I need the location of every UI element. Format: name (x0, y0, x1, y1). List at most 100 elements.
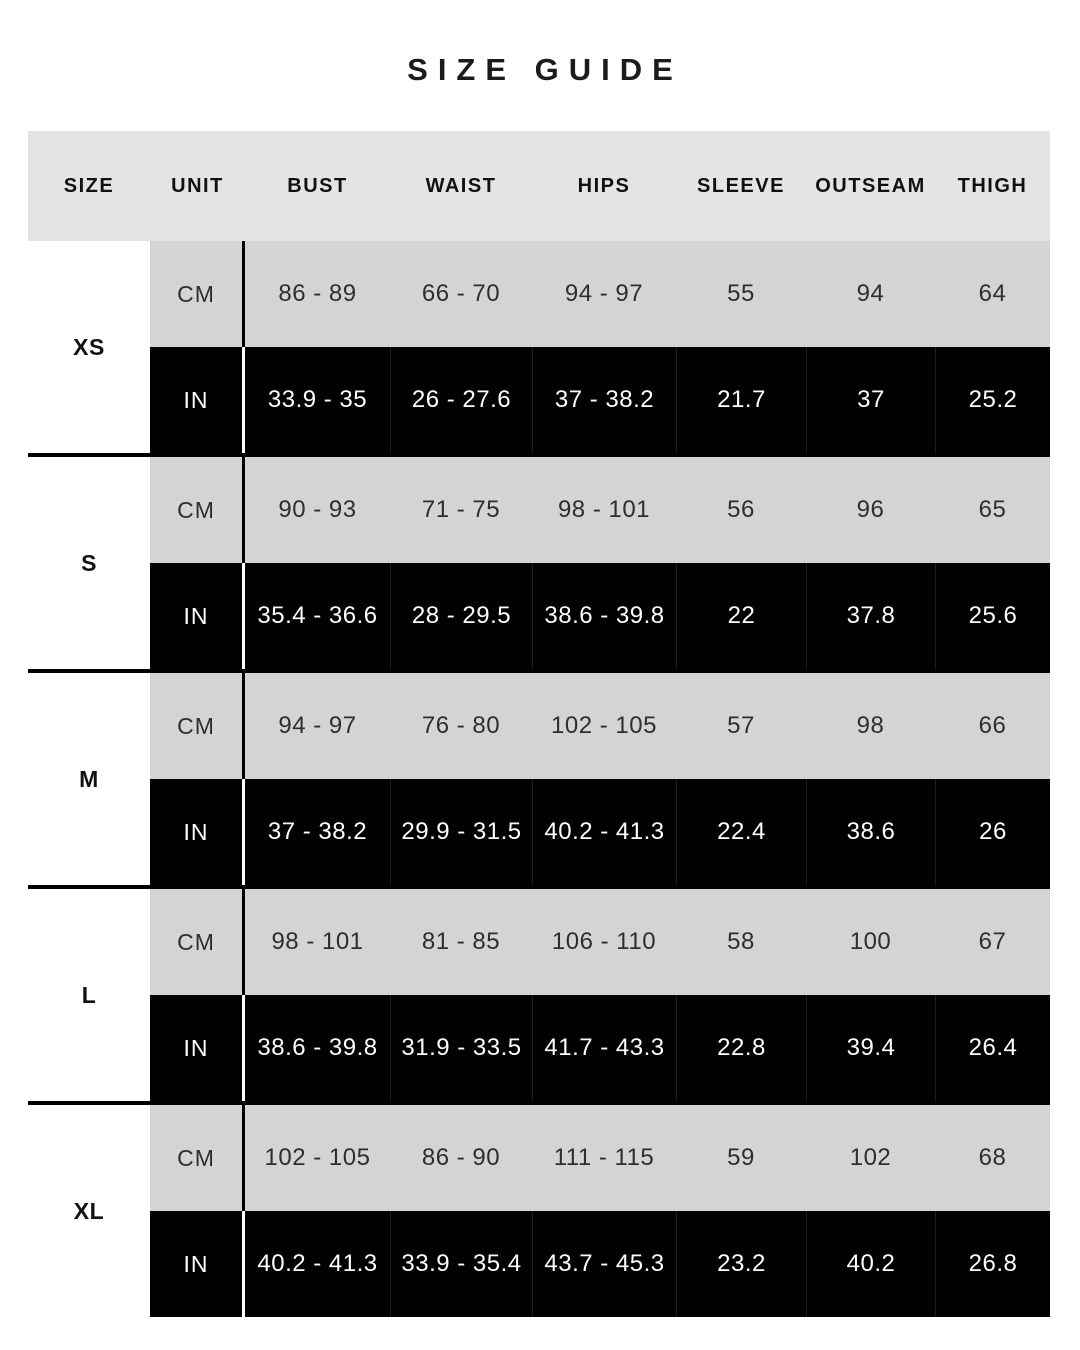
value-bust: 86 - 89 (278, 280, 357, 307)
unit-label-cm: CM (150, 241, 245, 347)
size-group-m: M CM 94 - 97 76 - 80 102 - 105 57 98 66 … (28, 673, 1050, 889)
unit-label-in: IN (150, 347, 245, 453)
value-thigh: 65 (978, 496, 1007, 523)
value-hips: 94 - 97 (564, 280, 644, 307)
value-thigh: 26.8 (935, 1211, 1050, 1317)
size-group-s: S CM 90 - 93 71 - 75 98 - 101 56 96 65 I… (28, 457, 1050, 673)
value-outseam: 39.4 (806, 995, 935, 1101)
header-waist: WAIST (425, 174, 497, 197)
value-outseam: 102 (849, 1144, 892, 1171)
value-thigh: 25.2 (935, 347, 1050, 453)
value-bust: 37 - 38.2 (267, 818, 368, 845)
value-bust: 38.6 - 39.8 (257, 1034, 378, 1061)
header-size: SIZE (63, 174, 115, 197)
value-hips: 40.2 - 41.3 (532, 779, 676, 885)
value-waist: 76 - 80 (421, 712, 501, 739)
value-sleeve: 22.8 (676, 995, 806, 1101)
value-outseam: 96 (856, 496, 885, 523)
value-waist: 66 - 70 (421, 280, 501, 307)
unit-label-in: IN (150, 995, 245, 1101)
value-sleeve: 21.7 (676, 347, 806, 453)
value-hips: 41.7 - 43.3 (532, 995, 676, 1101)
cm-row: CM 90 - 93 71 - 75 98 - 101 56 96 65 (150, 457, 1050, 563)
size-guide-table: SIZE UNIT BUST WAIST HIPS SLEEVE OUTSEAM… (28, 131, 1050, 1317)
value-waist: 81 - 85 (421, 928, 501, 955)
value-sleeve: 23.2 (676, 1211, 806, 1317)
size-label: M (28, 673, 150, 885)
value-outseam: 94 (856, 280, 885, 307)
value-waist: 86 - 90 (421, 1144, 501, 1171)
value-thigh: 66 (978, 712, 1007, 739)
unit-label-in: IN (150, 1211, 245, 1317)
unit-label-cm: CM (150, 457, 245, 563)
value-bust: 94 - 97 (278, 712, 357, 739)
cm-row: CM 98 - 101 81 - 85 106 - 110 58 100 67 (150, 889, 1050, 995)
value-outseam: 100 (849, 928, 892, 955)
value-sleeve: 57 (727, 712, 755, 739)
value-outseam: 37 (806, 347, 935, 453)
size-label: XL (28, 1105, 150, 1317)
in-row: IN 33.9 - 35 26 - 27.6 37 - 38.2 21.7 37… (150, 347, 1050, 453)
value-waist: 29.9 - 31.5 (390, 779, 532, 885)
value-thigh: 26 (935, 779, 1050, 885)
value-sleeve: 55 (727, 280, 755, 307)
header-hips: HIPS (577, 174, 631, 197)
value-thigh: 68 (978, 1144, 1007, 1171)
unit-label-cm: CM (150, 673, 245, 779)
value-bust: 35.4 - 36.6 (257, 602, 378, 629)
page-title: SIZE GUIDE (407, 52, 683, 87)
size-group-l: L CM 98 - 101 81 - 85 106 - 110 58 100 6… (28, 889, 1050, 1105)
value-thigh: 67 (978, 928, 1007, 955)
value-waist: 31.9 - 33.5 (390, 995, 532, 1101)
value-sleeve: 22.4 (676, 779, 806, 885)
value-sleeve: 58 (727, 928, 755, 955)
value-hips: 43.7 - 45.3 (532, 1211, 676, 1317)
value-hips: 98 - 101 (557, 496, 651, 523)
header-bust: BUST (287, 174, 348, 197)
value-hips: 106 - 110 (551, 928, 657, 955)
cm-row: CM 94 - 97 76 - 80 102 - 105 57 98 66 (150, 673, 1050, 779)
value-waist: 71 - 75 (421, 496, 501, 523)
in-row: IN 35.4 - 36.6 28 - 29.5 38.6 - 39.8 22 … (150, 563, 1050, 669)
header-unit: UNIT (171, 174, 224, 197)
unit-label-in: IN (150, 779, 245, 885)
size-group-xs: XS CM 86 - 89 66 - 70 94 - 97 55 94 64 I… (28, 241, 1050, 457)
value-bust: 33.9 - 35 (267, 386, 368, 413)
in-row: IN 40.2 - 41.3 33.9 - 35.4 43.7 - 45.3 2… (150, 1211, 1050, 1317)
value-waist: 33.9 - 35.4 (390, 1211, 532, 1317)
value-hips: 111 - 115 (553, 1144, 655, 1171)
value-outseam: 38.6 (806, 779, 935, 885)
value-sleeve: 59 (727, 1144, 755, 1171)
cm-row: CM 102 - 105 86 - 90 111 - 115 59 102 68 (150, 1105, 1050, 1211)
in-row: IN 37 - 38.2 29.9 - 31.5 40.2 - 41.3 22.… (150, 779, 1050, 885)
value-thigh: 64 (978, 280, 1007, 307)
value-outseam: 98 (856, 712, 885, 739)
size-group-xl: XL CM 102 - 105 86 - 90 111 - 115 59 102… (28, 1105, 1050, 1317)
value-thigh: 25.6 (935, 563, 1050, 669)
unit-label-in: IN (150, 563, 245, 669)
in-row: IN 38.6 - 39.8 31.9 - 33.5 41.7 - 43.3 2… (150, 995, 1050, 1101)
value-bust: 98 - 101 (271, 928, 364, 955)
size-label: S (28, 457, 150, 669)
cm-row: CM 86 - 89 66 - 70 94 - 97 55 94 64 (150, 241, 1050, 347)
header-sleeve: SLEEVE (697, 174, 785, 197)
value-waist: 26 - 27.6 (390, 347, 532, 453)
value-bust: 90 - 93 (278, 496, 357, 523)
value-bust: 102 - 105 (264, 1144, 371, 1171)
value-thigh: 26.4 (935, 995, 1050, 1101)
value-outseam: 37.8 (806, 563, 935, 669)
header-thigh: THIGH (957, 174, 1028, 197)
unit-label-cm: CM (150, 1105, 245, 1211)
value-hips: 38.6 - 39.8 (532, 563, 676, 669)
size-label: L (28, 889, 150, 1101)
value-sleeve: 22 (676, 563, 806, 669)
value-waist: 28 - 29.5 (390, 563, 532, 669)
value-bust: 40.2 - 41.3 (257, 1250, 378, 1277)
table-header-row: SIZE UNIT BUST WAIST HIPS SLEEVE OUTSEAM… (28, 131, 1050, 241)
header-outseam: OUTSEAM (815, 174, 926, 197)
unit-label-cm: CM (150, 889, 245, 995)
value-hips: 102 - 105 (551, 712, 657, 739)
value-hips: 37 - 38.2 (532, 347, 676, 453)
size-label: XS (28, 241, 150, 453)
value-outseam: 40.2 (806, 1211, 935, 1317)
